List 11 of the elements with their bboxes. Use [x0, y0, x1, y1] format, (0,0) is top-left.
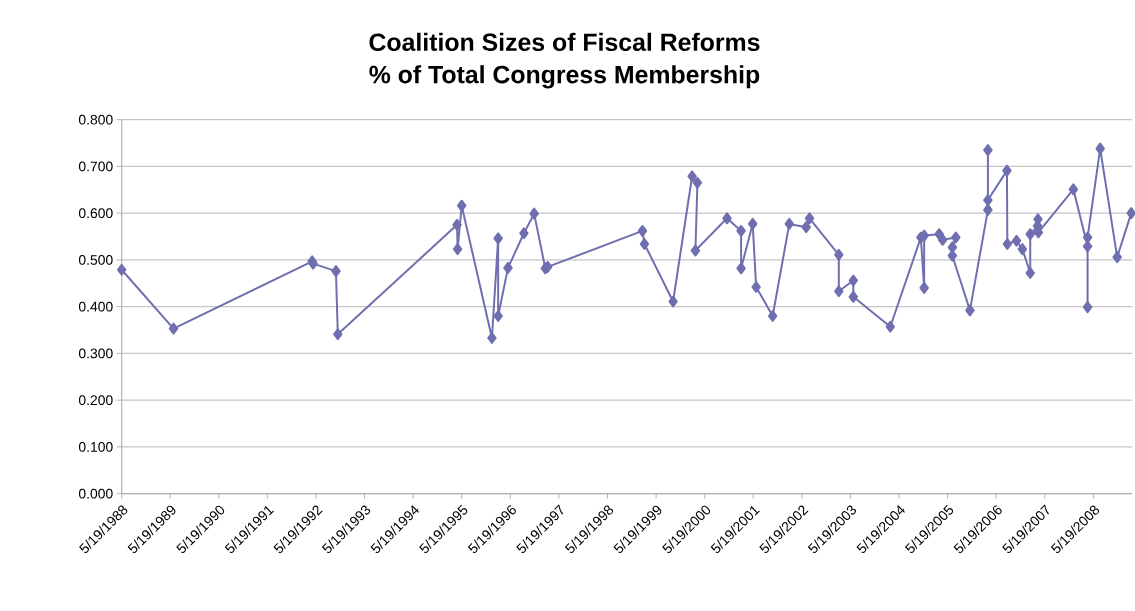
y-tick-label: 0.100	[78, 441, 113, 452]
y-tick-label: 0.800	[78, 114, 113, 125]
y-tick-label: 0.500	[78, 254, 113, 265]
y-tick-label: 0.400	[78, 301, 113, 312]
y-tick-label: 0.300	[78, 348, 113, 359]
y-tick-label: 0.000	[78, 488, 113, 499]
chart-subtitle: % of Total Congress Membership	[369, 64, 760, 89]
y-tick-label: 0.700	[78, 161, 113, 172]
y-tick-label: 0.200	[78, 395, 113, 405]
chart-title: Coalition Sizes of Fiscal Reforms	[369, 32, 760, 51]
y-tick-label: 0.600	[78, 208, 113, 218]
